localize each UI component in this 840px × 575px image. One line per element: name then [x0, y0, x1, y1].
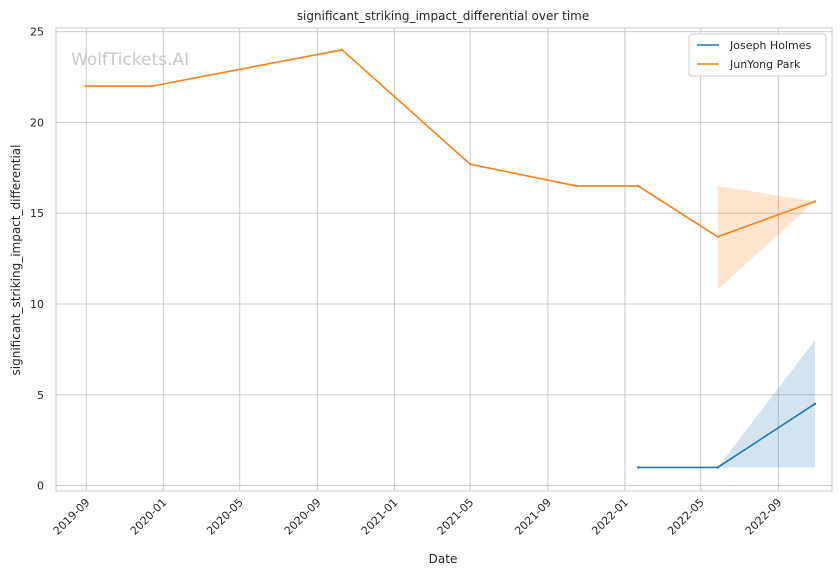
data-point-joseph-holmes [636, 466, 640, 469]
confidence-bands [717, 185, 815, 468]
y-tick-label: 25 [30, 26, 44, 39]
legend: Joseph Holmes JunYong Park [688, 33, 827, 77]
data-point-junyong-park [84, 84, 87, 88]
x-tick-label: 2020-01 [128, 496, 170, 538]
x-tick-label: 2021-05 [435, 496, 477, 538]
series-lines [84, 48, 817, 469]
data-point-junyong-park [469, 162, 472, 166]
data-point-joseph-holmes [716, 466, 719, 469]
x-tick-label: 2022-05 [665, 496, 707, 538]
x-tick-labels: 2019-09 2020-01 2020-05 2020-09 2021-01 2021-… [51, 496, 785, 538]
data-point-junyong-park [340, 48, 344, 51]
data-point-junyong-park [716, 235, 719, 239]
x-tick-label: 2020-09 [282, 496, 324, 538]
watermark: WolfTickets.AI [71, 50, 189, 70]
data-point-joseph-holmes [813, 402, 817, 406]
data-point-junyong-park [636, 184, 640, 188]
legend-box [688, 33, 827, 77]
x-axis-title: Date [429, 552, 458, 566]
legend-label-joseph-holmes: Joseph Holmes [729, 39, 811, 52]
data-point-junyong-park [575, 184, 578, 188]
x-tick-label: 2021-01 [359, 496, 401, 538]
x-tick-label: 2022-09 [743, 496, 785, 538]
band-junyong-park [717, 185, 815, 290]
series-line-junyong-park [85, 48, 816, 238]
legend-label-junyong-park: JunYong Park [729, 58, 801, 71]
x-tick-label: 2020-05 [204, 496, 246, 538]
y-tick-label: 15 [30, 207, 44, 220]
chart-title: significant_striking_impact_differential… [297, 9, 589, 23]
y-tick-label: 20 [30, 116, 44, 129]
y-tick-label: 0 [37, 480, 44, 493]
x-tick-label: 2021-09 [512, 496, 554, 538]
data-point-junyong-park [150, 84, 154, 88]
y-axis-title: significant_striking_impact_differential [9, 145, 23, 376]
band-joseph-holmes [717, 340, 815, 468]
data-point-junyong-park [813, 200, 817, 203]
plot-area [55, 27, 833, 492]
y-tick-label: 5 [37, 389, 44, 402]
y-tick-labels: 0 5 10 15 20 25 [30, 26, 44, 493]
x-tick-label: 2022-01 [589, 496, 631, 538]
y-tick-label: 10 [30, 298, 44, 311]
x-tick-label: 2019-09 [51, 496, 93, 538]
grid [56, 28, 832, 491]
